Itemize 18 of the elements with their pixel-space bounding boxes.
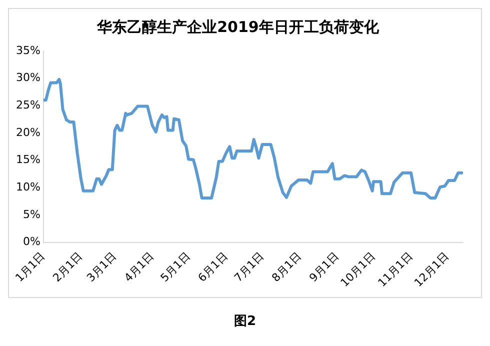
y-tick-label: 30% xyxy=(16,71,40,84)
y-tick-label: 10% xyxy=(16,180,40,194)
y-tick-label: 35% xyxy=(16,44,40,57)
y-tick-label: 20% xyxy=(16,126,40,139)
x-tick-label: 3月1日 xyxy=(84,250,119,285)
y-tick-label: 25% xyxy=(16,98,40,112)
caption: 图2 xyxy=(232,313,258,330)
x-tick-label: 6月1日 xyxy=(196,250,230,285)
chart-title: 华东乙醇生产企业2019年日开工负荷变化 xyxy=(96,18,380,36)
x-tick-label: 4月1日 xyxy=(122,250,156,285)
x-tick-label: 7月1日 xyxy=(232,250,266,285)
x-tick-label: 5月1日 xyxy=(158,250,193,285)
y-tick-label: 0% xyxy=(22,235,40,248)
y-tick-label: 5% xyxy=(22,208,40,221)
x-tick-label: 1月1日 xyxy=(12,250,48,285)
x-tick-label: 2月1日 xyxy=(50,250,86,285)
x-tick-label: 8月1日 xyxy=(269,250,304,285)
y-tick-label: 15% xyxy=(16,153,40,166)
